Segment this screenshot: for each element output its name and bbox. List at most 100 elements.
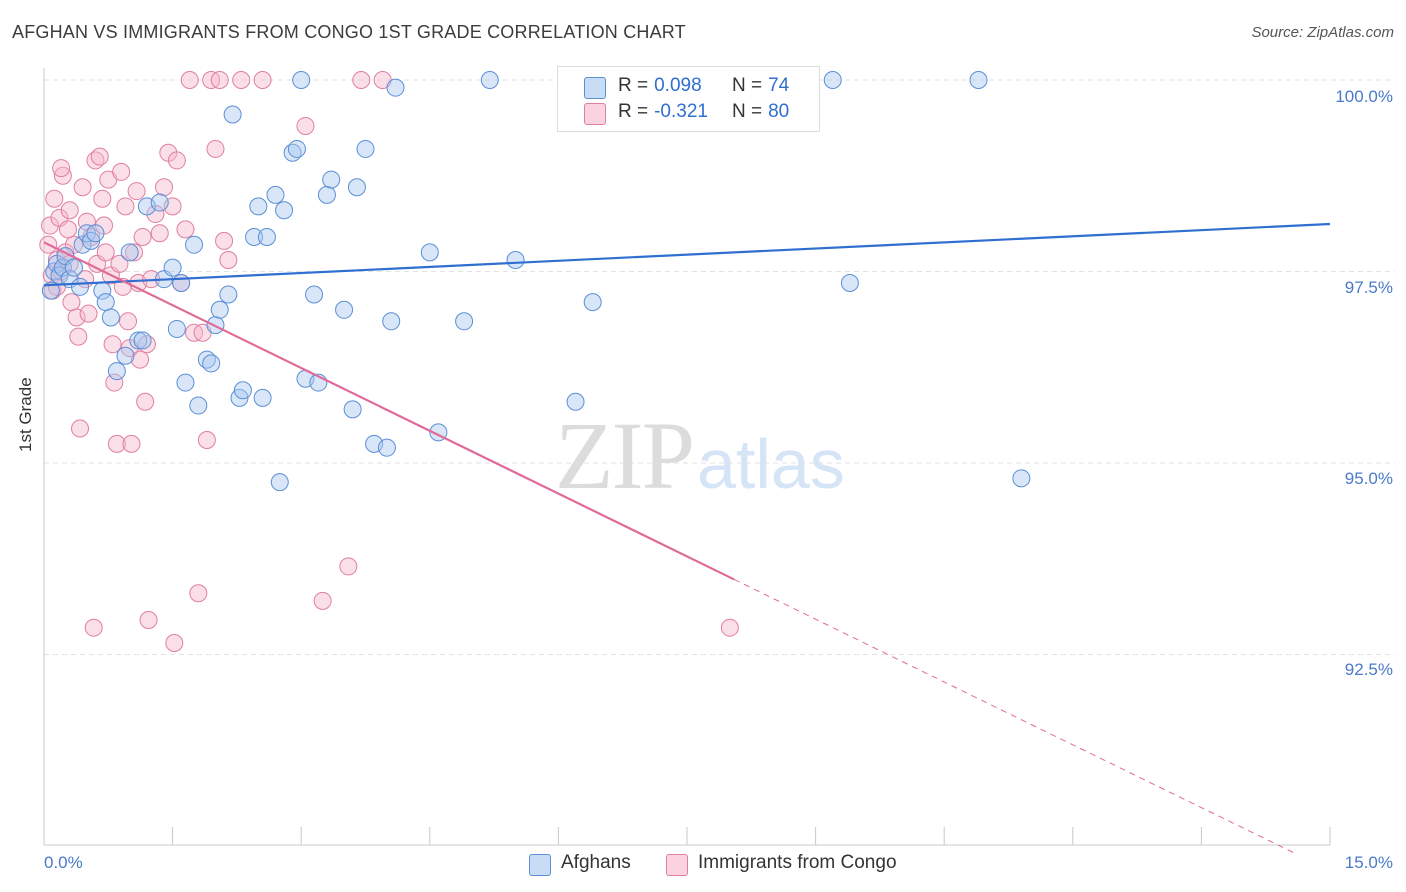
- congo-point: [125, 243, 144, 262]
- afghan-point: [287, 139, 306, 158]
- y-tick-label: 100.0%: [1335, 87, 1393, 106]
- congo-point: [60, 201, 79, 220]
- axis-layer: [43, 68, 1331, 846]
- congo-point: [96, 243, 115, 262]
- afghans-swatch: [584, 77, 606, 99]
- afghan-point: [583, 293, 602, 312]
- y-axis-label: 1st Grade: [16, 377, 35, 452]
- afghans-trend-line: [43, 222, 1331, 287]
- congo-point: [79, 304, 98, 323]
- congo-point: [339, 557, 358, 576]
- stats-box: R = 0.098 N = 74 R = -0.321 N = 80: [557, 66, 820, 132]
- afghan-point: [71, 277, 90, 296]
- congo-point: [45, 189, 64, 208]
- congo-point: [53, 166, 72, 185]
- n-value: 74: [768, 75, 790, 96]
- afghan-point: [343, 400, 362, 419]
- afghan-point: [96, 293, 115, 312]
- afghan-point: [322, 170, 341, 189]
- afghan-point: [129, 331, 148, 350]
- congo-point: [133, 228, 152, 247]
- afghan-point: [506, 251, 525, 270]
- afghan-point: [257, 228, 276, 247]
- x-tick-label: 0.0%: [44, 853, 83, 872]
- congo-point: [150, 224, 169, 243]
- afghan-point: [167, 319, 186, 338]
- afghan-point: [253, 388, 272, 407]
- afghan-point: [823, 71, 842, 89]
- legend: Afghans Immigrants from Congo: [0, 852, 1406, 878]
- afghan-point: [163, 258, 182, 277]
- congo-point: [352, 71, 371, 89]
- congo-point: [253, 71, 272, 89]
- r-label: R =: [618, 101, 649, 122]
- congo-point: [189, 584, 208, 603]
- congo-point: [122, 434, 141, 453]
- afghan-point: [347, 178, 366, 197]
- congo-point: [59, 220, 78, 239]
- afghan-point: [566, 392, 585, 411]
- afghan-point: [480, 71, 499, 89]
- n-label: N =: [732, 75, 763, 96]
- afghan-point: [65, 258, 84, 277]
- congo-point: [296, 116, 315, 135]
- afghan-point: [150, 193, 169, 212]
- congo-point: [210, 71, 229, 89]
- congo-point: [127, 182, 146, 201]
- congo-point: [93, 189, 112, 208]
- afghan-point: [172, 273, 191, 292]
- afghan-point: [270, 473, 289, 492]
- congo-point: [131, 350, 150, 369]
- afghan-point: [41, 281, 60, 300]
- congo-trend-line: [43, 241, 735, 581]
- congo-point: [67, 308, 86, 327]
- n-label: N =: [732, 101, 763, 122]
- afghan-point: [455, 312, 474, 331]
- afghan-point: [305, 285, 324, 304]
- afghan-point: [266, 185, 285, 204]
- afghan-point: [185, 235, 204, 254]
- afghan-point: [176, 373, 195, 392]
- afghans-legend-swatch: [529, 854, 551, 876]
- afghan-point: [386, 78, 405, 97]
- afghan-point: [969, 71, 988, 89]
- congo-point: [41, 216, 60, 235]
- congo-point: [176, 220, 195, 239]
- afghan-point: [420, 243, 439, 262]
- afghan-point: [1012, 469, 1031, 488]
- congo-point: [206, 139, 225, 158]
- watermark-zip: ZIP: [555, 402, 695, 509]
- r-value: -0.321: [654, 101, 708, 122]
- congo-point: [197, 431, 216, 450]
- congo-point: [139, 611, 158, 630]
- n-value: 80: [768, 101, 790, 122]
- afghan-point: [356, 139, 375, 158]
- congo-points: [39, 71, 739, 653]
- x-tick-label: 15.0%: [1344, 853, 1393, 872]
- afghan-point: [840, 273, 859, 292]
- afghan-point: [335, 300, 354, 319]
- congo-point: [232, 71, 251, 89]
- congo-point: [84, 618, 103, 637]
- congo-point: [313, 591, 332, 610]
- congo-point: [110, 254, 129, 273]
- y-tick-label: 95.0%: [1344, 469, 1393, 488]
- afghan-point: [382, 312, 401, 331]
- afghan-point: [292, 71, 311, 89]
- congo-swatch: [584, 103, 606, 125]
- congo-point: [219, 251, 238, 270]
- afghan-point: [120, 243, 139, 262]
- afghan-point: [73, 235, 92, 254]
- congo-legend-swatch: [666, 854, 688, 876]
- congo-point: [69, 327, 88, 346]
- congo-point: [165, 634, 184, 653]
- afghan-point: [101, 308, 120, 327]
- afghan-points: [41, 71, 1031, 492]
- afghan-point: [202, 354, 221, 373]
- trend-layer: [43, 222, 1331, 855]
- congo-point: [62, 293, 81, 312]
- congo-point: [73, 178, 92, 197]
- afghan-point: [233, 381, 252, 400]
- congo-point: [103, 335, 122, 354]
- y-tick-label: 97.5%: [1344, 278, 1393, 297]
